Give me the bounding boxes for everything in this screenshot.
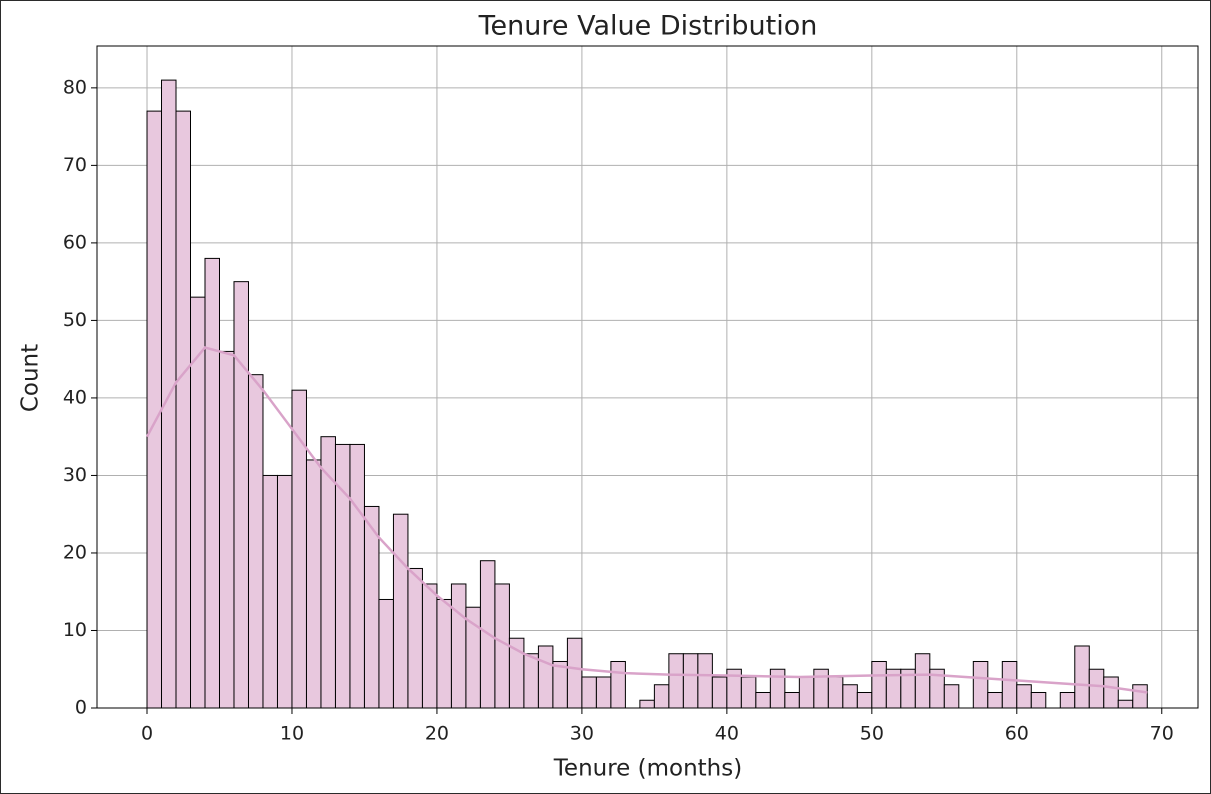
bar	[146, 110, 163, 709]
bar	[1103, 676, 1119, 709]
bar	[610, 660, 626, 709]
x-tick-label: 10	[280, 723, 304, 745]
bar	[595, 676, 612, 709]
bar	[697, 653, 713, 709]
bar	[392, 513, 409, 709]
bar	[711, 676, 728, 709]
bar	[740, 676, 757, 709]
y-tick-label: 70	[63, 154, 87, 176]
bar	[972, 660, 989, 709]
bar	[827, 676, 844, 709]
bar	[1001, 660, 1018, 709]
bar	[856, 691, 873, 709]
bar	[798, 676, 815, 709]
y-tick-label: 40	[63, 386, 87, 408]
bar	[262, 474, 278, 709]
bar	[682, 653, 699, 709]
x-tick-label: 0	[141, 723, 153, 745]
bar	[305, 459, 322, 709]
bar	[175, 110, 192, 709]
bar	[1059, 691, 1076, 709]
bar	[784, 691, 800, 709]
bar	[190, 296, 206, 709]
bar	[769, 668, 786, 709]
bar	[436, 598, 452, 709]
x-tick-label: 20	[425, 723, 449, 745]
y-tick-label: 80	[63, 76, 87, 98]
bar	[552, 660, 568, 709]
bar	[363, 505, 380, 709]
y-axis-label: Count	[18, 344, 44, 412]
bar	[1088, 668, 1105, 709]
bar	[233, 281, 249, 709]
bar	[842, 684, 858, 709]
bar	[871, 660, 887, 709]
bar	[639, 699, 655, 709]
bar	[523, 653, 539, 709]
bar	[987, 691, 1003, 709]
bar	[566, 637, 583, 709]
bar	[1030, 691, 1047, 709]
bar	[653, 684, 670, 709]
plot-frame	[96, 45, 1199, 709]
bar	[407, 567, 423, 709]
bar	[914, 653, 931, 709]
kde-line	[145, 346, 1148, 694]
bar	[450, 583, 467, 709]
y-tick-label: 10	[63, 619, 87, 641]
bar	[218, 350, 235, 709]
y-tick-label: 20	[63, 541, 87, 563]
bar	[668, 653, 684, 709]
y-tick-label: 60	[63, 231, 87, 253]
bar	[1074, 645, 1090, 709]
x-tick-label: 60	[1005, 723, 1029, 745]
bar	[943, 684, 960, 709]
bar	[537, 645, 554, 709]
bar	[421, 583, 438, 709]
x-tick-label: 70	[1150, 723, 1174, 745]
bar	[247, 374, 264, 709]
y-tick-label: 0	[75, 697, 87, 719]
y-tick-label: 30	[63, 464, 87, 486]
bar	[1132, 684, 1148, 709]
bar	[1117, 699, 1134, 709]
y-tick-label: 50	[63, 309, 87, 331]
x-axis-label: Tenure (months)	[553, 756, 742, 782]
x-tick-label: 30	[570, 723, 594, 745]
bar	[581, 676, 597, 709]
bar	[378, 598, 394, 709]
bar	[276, 474, 293, 709]
bar	[204, 257, 220, 709]
bar	[349, 443, 365, 709]
x-tick-label: 40	[715, 723, 739, 745]
x-tick-label: 50	[860, 723, 884, 745]
bar	[320, 436, 336, 709]
bar	[755, 691, 771, 709]
chart-title: Tenure Value Distribution	[478, 11, 818, 42]
bar	[1016, 684, 1032, 709]
bar	[813, 668, 829, 709]
